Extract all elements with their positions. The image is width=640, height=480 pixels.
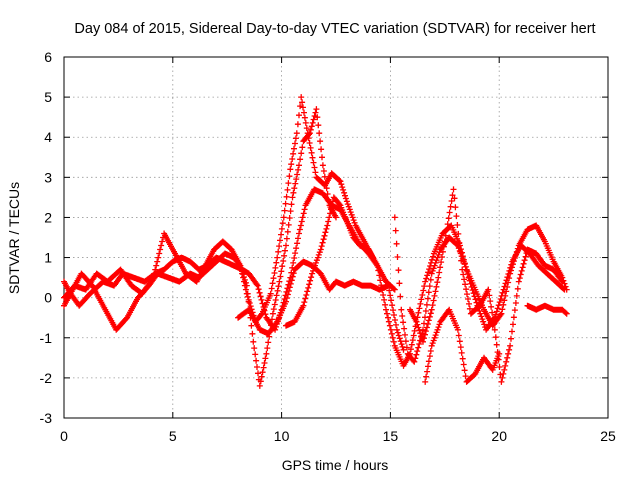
y-tick-label: -2 [40,370,53,386]
data-points [61,94,570,389]
series-track-7 [407,186,566,385]
y-tick-label: -1 [40,330,53,346]
series-markers [422,306,503,385]
x-tick-label: 20 [491,428,507,444]
x-axis-label: GPS time / hours [282,457,389,473]
series-markers [61,106,339,389]
series-track-9 [524,302,570,317]
series-track-3 [61,106,339,389]
x-tick-label: 25 [600,428,616,444]
y-tick-label: 1 [44,250,52,266]
series-track-1 [61,186,398,333]
x-tick-label: 10 [274,428,290,444]
series-track-6 [391,214,570,365]
plot-frame [63,56,609,419]
y-tick-labels: -3 -2 -1 0 1 2 3 4 5 6 [40,49,53,426]
y-tick-label: 0 [44,290,52,306]
x-tick-labels: 0 5 10 15 20 25 [60,428,616,444]
series-markers [61,186,398,333]
y-tick-label: -3 [40,410,53,426]
series-track-8 [422,306,503,385]
y-axis-label: SDTVAR / TECUs [6,182,22,294]
y-tick-label: 2 [44,209,52,225]
series-markers [524,302,570,317]
x-tick-label: 5 [169,428,177,444]
series-markers [407,186,566,385]
y-tick-label: 6 [44,49,52,65]
series-markers [391,214,570,365]
x-tick-label: 0 [60,428,68,444]
y-tick-label: 3 [44,169,52,185]
chart-title: Day 084 of 2015, Sidereal Day-to-day VTE… [74,21,595,37]
gridlines [64,57,608,418]
y-tick-label: 5 [44,89,52,105]
x-tick-label: 15 [383,428,399,444]
y-tick-label: 4 [44,129,52,145]
axis-ticks [63,56,609,419]
